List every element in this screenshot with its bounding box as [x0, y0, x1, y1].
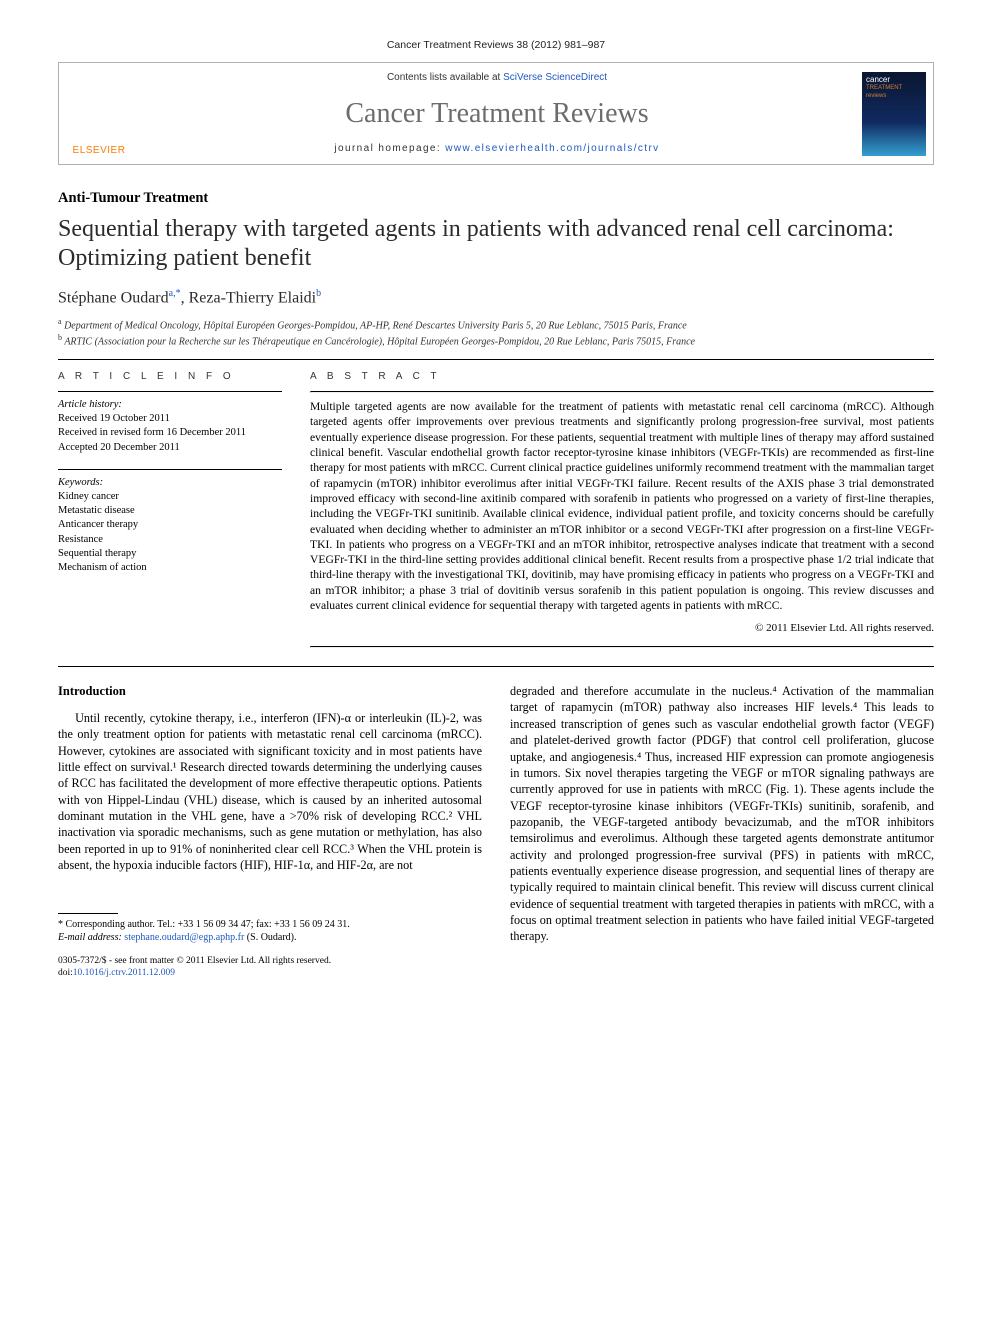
email-label: E-mail address:: [58, 932, 122, 943]
body-para-2: degraded and therefore accumulate in the…: [510, 683, 934, 945]
email-suffix: (S. Oudard).: [247, 932, 297, 943]
contents-available-line: Contents lists available at SciVerse Sci…: [145, 71, 849, 85]
keyword: Sequential therapy: [58, 547, 282, 561]
keyword: Mechanism of action: [58, 561, 282, 575]
page-footer: 0305-7372/$ - see front matter © 2011 El…: [58, 955, 934, 980]
body-para-1: Until recently, cytokine therapy, i.e., …: [58, 710, 482, 873]
running-header: Cancer Treatment Reviews 38 (2012) 981–9…: [58, 38, 934, 52]
author-2-affil-sup: b: [316, 288, 321, 299]
author-sep: ,: [181, 289, 189, 306]
affil-b: ARTIC (Association pour la Recherche sur…: [64, 336, 695, 347]
abstract-column: A B S T R A C T Multiple targeted agents…: [310, 370, 934, 649]
abstract-copyright: © 2011 Elsevier Ltd. All rights reserved…: [310, 621, 934, 636]
doi-prefix: doi:: [58, 968, 73, 978]
homepage-prefix: journal homepage:: [334, 143, 445, 154]
publisher-block: ELSEVIER: [59, 63, 139, 164]
keywords-label: Keywords:: [58, 476, 282, 490]
journal-title: Cancer Treatment Reviews: [145, 95, 849, 133]
keyword: Kidney cancer: [58, 490, 282, 504]
cover-subtitle: TREATMENT reviews: [866, 84, 922, 100]
body-text: Introduction Until recently, cytokine th…: [58, 683, 934, 945]
affiliations: a Department of Medical Oncology, Hôpita…: [58, 317, 934, 349]
cover-title: cancer: [866, 76, 922, 84]
affil-a: Department of Medical Oncology, Hôpital …: [64, 320, 687, 331]
publisher-label: ELSEVIER: [73, 144, 126, 158]
masthead: ELSEVIER Contents lists available at Sci…: [58, 62, 934, 165]
corr-email-link[interactable]: stephane.oudard@egp.aphp.fr: [124, 932, 244, 943]
author-1: Stéphane Oudard: [58, 289, 169, 306]
author-2: Reza-Thierry Elaidi: [189, 289, 317, 306]
authors-line: Stéphane Oudarda,*, Reza-Thierry Elaidib: [58, 287, 934, 309]
article-info-head: A R T I C L E I N F O: [58, 370, 282, 384]
corresponding-footnote: * Corresponding author. Tel.: +33 1 56 0…: [58, 913, 482, 944]
abstract-text: Multiple targeted agents are now availab…: [310, 399, 934, 613]
article-info-column: A R T I C L E I N F O Article history: R…: [58, 370, 282, 649]
cover-thumb-block: cancer TREATMENT reviews: [855, 63, 933, 164]
corr-author-line: * Corresponding author. Tel.: +33 1 56 0…: [58, 918, 482, 931]
journal-homepage-line: journal homepage: www.elsevierhealth.com…: [145, 142, 849, 156]
author-1-affil-sup: a,: [169, 288, 176, 299]
sciencedirect-link[interactable]: SciVerse ScienceDirect: [503, 72, 607, 83]
history-line: Accepted 20 December 2011: [58, 441, 282, 455]
history-line: Received 19 October 2011: [58, 412, 282, 426]
doi-link[interactable]: 10.1016/j.ctrv.2011.12.009: [73, 968, 175, 978]
section-label: Anti-Tumour Treatment: [58, 189, 934, 209]
contents-prefix: Contents lists available at: [387, 72, 503, 83]
history-label: Article history:: [58, 398, 282, 412]
keyword: Anticancer therapy: [58, 518, 282, 532]
keyword: Metastatic disease: [58, 504, 282, 518]
introduction-heading: Introduction: [58, 683, 482, 700]
front-matter-line: 0305-7372/$ - see front matter © 2011 El…: [58, 955, 934, 967]
keyword: Resistance: [58, 533, 282, 547]
history-line: Received in revised form 16 December 201…: [58, 426, 282, 440]
homepage-link[interactable]: www.elsevierhealth.com/journals/ctrv: [445, 143, 659, 154]
divider: [58, 359, 934, 360]
abstract-head: A B S T R A C T: [310, 370, 934, 384]
divider: [58, 666, 934, 667]
journal-cover-icon: cancer TREATMENT reviews: [862, 72, 926, 156]
article-title: Sequential therapy with targeted agents …: [58, 215, 934, 274]
